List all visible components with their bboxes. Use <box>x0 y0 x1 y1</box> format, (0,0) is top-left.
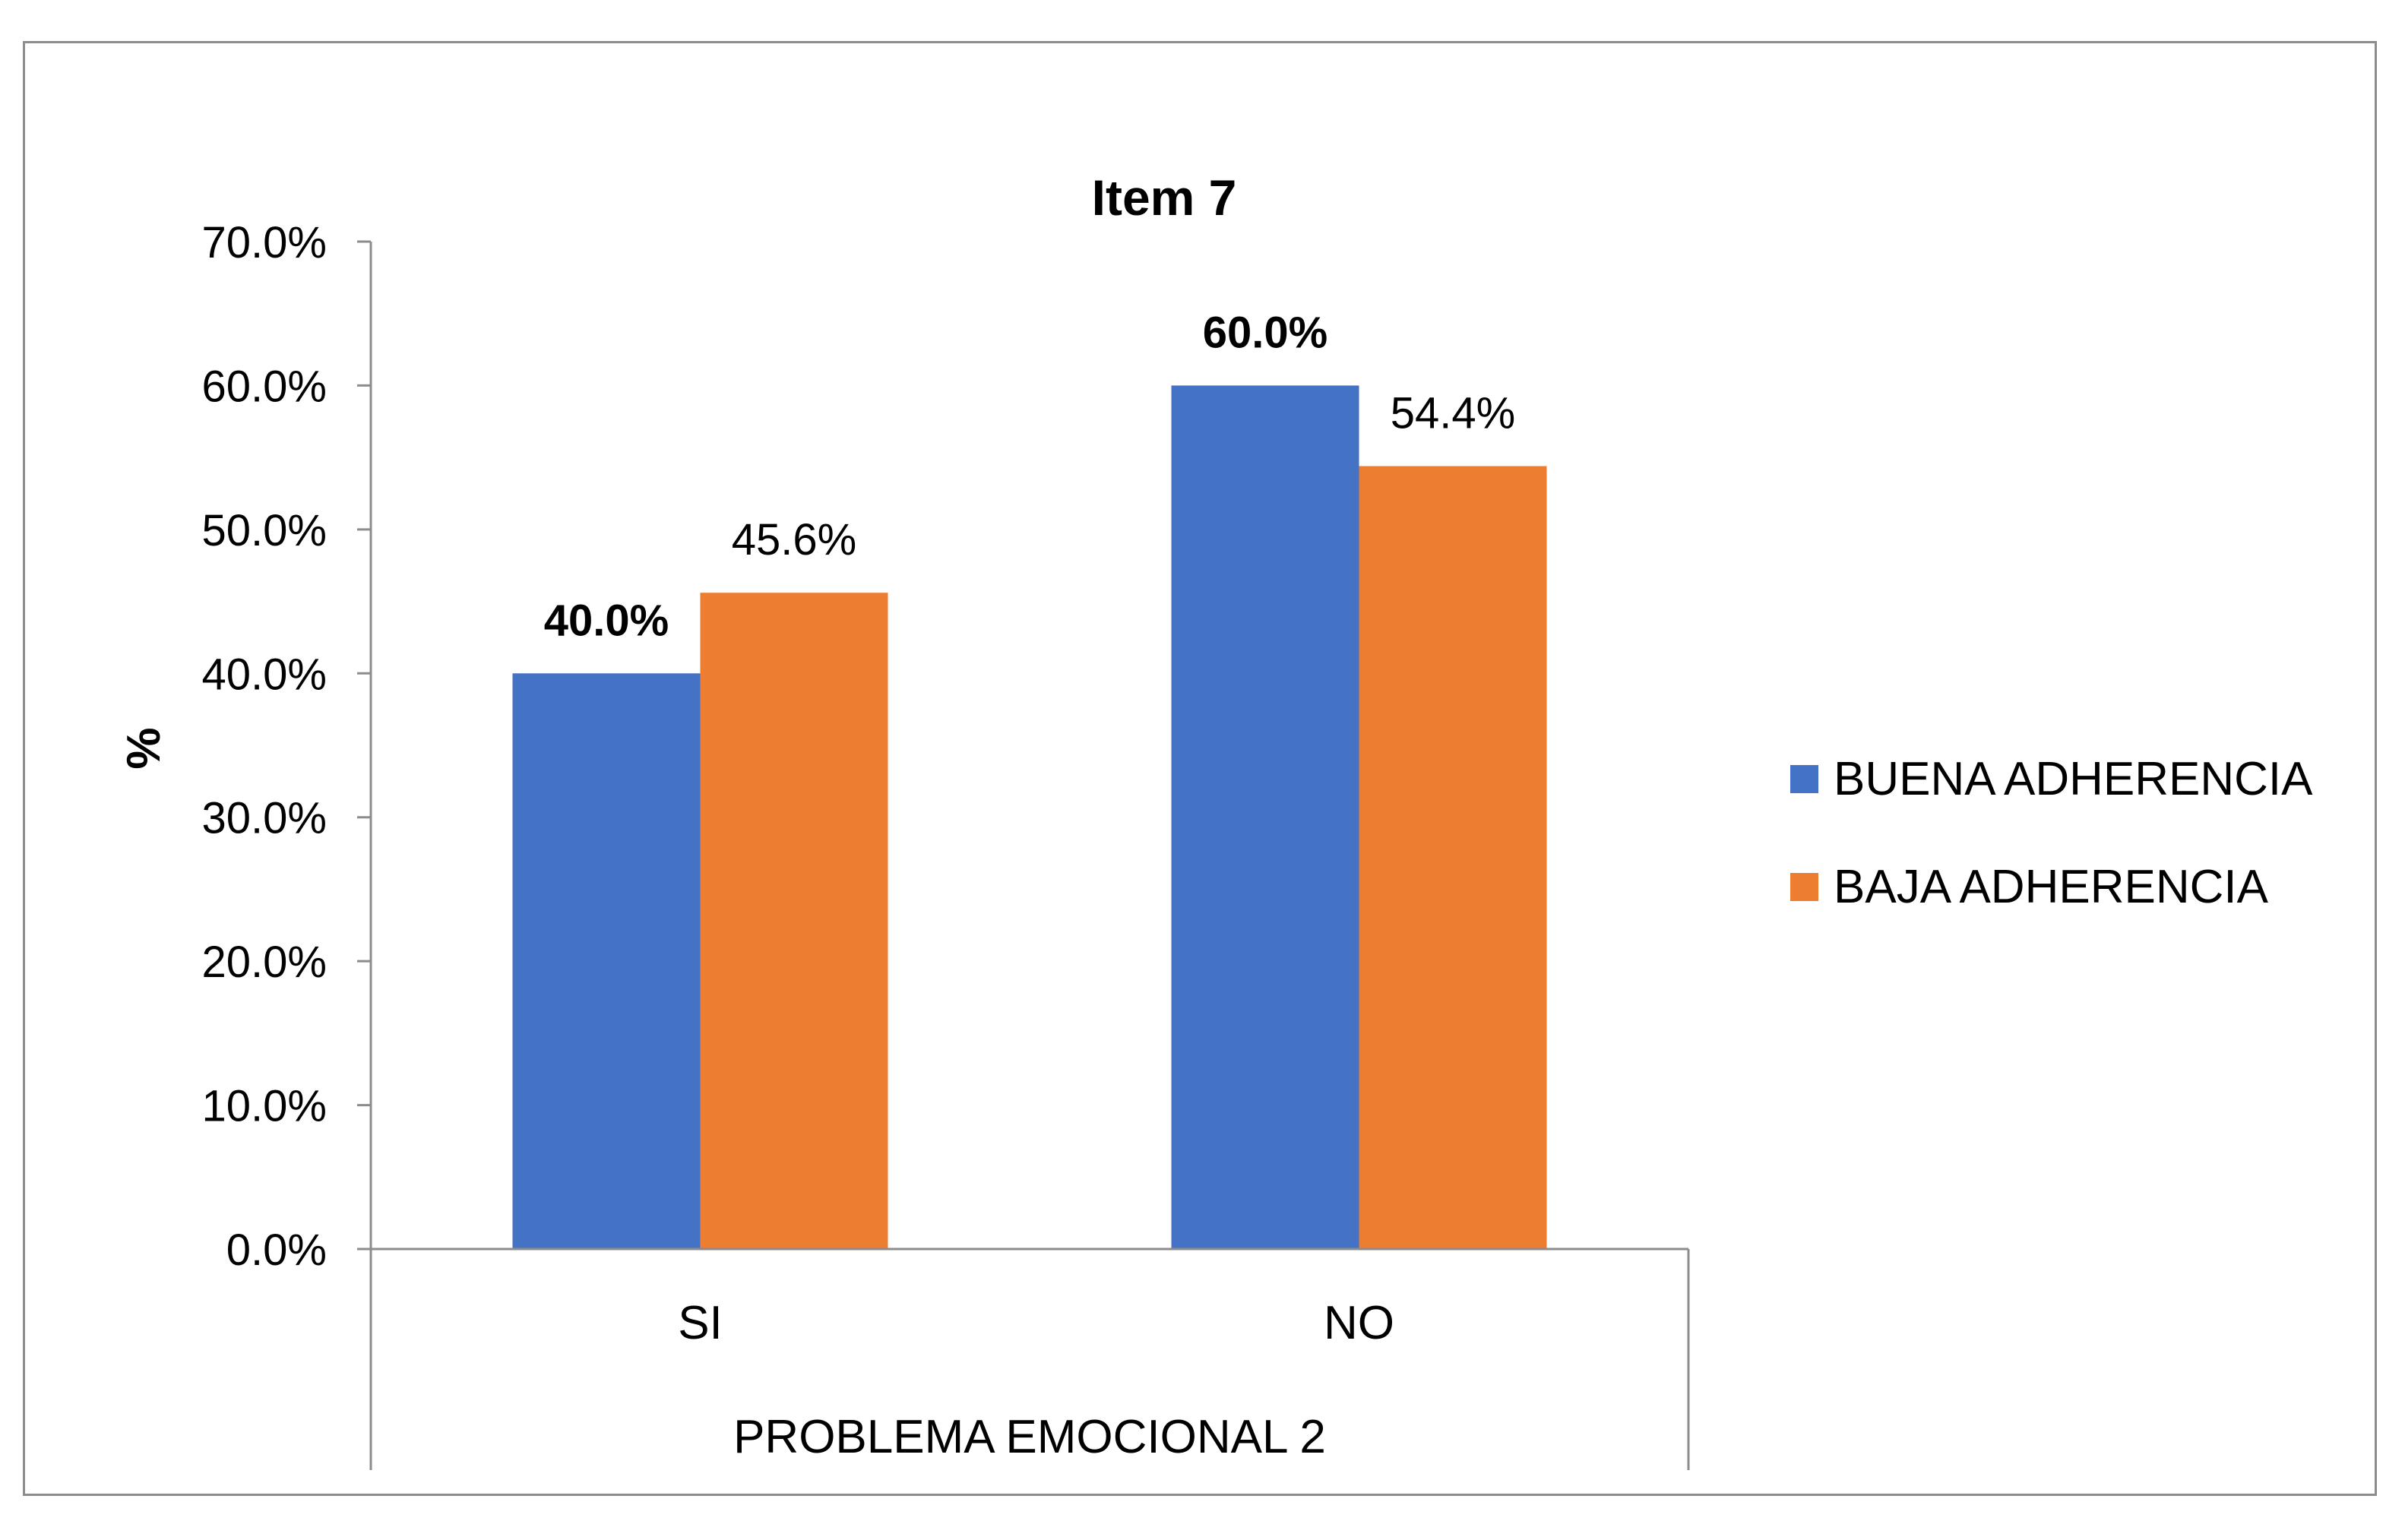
y-tick-label: 70.0% <box>202 218 327 267</box>
bar-value-labels: 40.0% 45.6% 60.0% 54.4% <box>544 308 1515 645</box>
y-tick-label: 30.0% <box>202 794 327 843</box>
bar-value-label: 60.0% <box>1203 308 1327 357</box>
legend-swatch-baja <box>1790 872 1818 901</box>
legend: BUENA ADHERENCIA BAJA ADHERENCIA <box>1790 752 2313 968</box>
y-axis-ticks: 0.0% 10.0% 20.0% 30.0% 40.0% 50.0% 60.0% 70.0% <box>202 218 371 1275</box>
legend-label-buena: BUENA ADHERENCIA <box>1834 752 2313 805</box>
legend-item-buena: BUENA ADHERENCIA <box>1790 752 2313 805</box>
bar-si-baja <box>700 593 888 1249</box>
y-tick-label: 40.0% <box>202 650 327 699</box>
y-tick-label: 0.0% <box>226 1225 327 1275</box>
bar-si-buena <box>512 673 701 1249</box>
y-tick-label: 50.0% <box>202 506 327 555</box>
x-axis-label: PROBLEMA EMOCIONAL 2 <box>733 1411 1326 1463</box>
bar-value-label: 40.0% <box>544 596 669 645</box>
x-axis-ticks: SI NO <box>678 1297 1394 1349</box>
bars <box>512 385 1547 1249</box>
x-tick-label: NO <box>1324 1297 1394 1349</box>
bar-no-buena <box>1171 385 1359 1249</box>
legend-item-baja: BAJA ADHERENCIA <box>1790 860 2313 913</box>
y-axis-label: % <box>118 727 170 769</box>
chart-title: Item 7 <box>1092 169 1237 226</box>
legend-label-baja: BAJA ADHERENCIA <box>1834 860 2268 913</box>
y-tick-label: 10.0% <box>202 1082 327 1131</box>
x-tick-label: SI <box>678 1297 723 1349</box>
y-tick-label: 20.0% <box>202 938 327 987</box>
axes <box>357 242 1690 1470</box>
legend-swatch-buena <box>1790 764 1818 793</box>
bar-no-baja <box>1359 466 1547 1249</box>
bar-value-label: 45.6% <box>732 515 856 564</box>
y-tick-label: 60.0% <box>202 362 327 411</box>
bar-value-label: 54.4% <box>1391 389 1515 438</box>
